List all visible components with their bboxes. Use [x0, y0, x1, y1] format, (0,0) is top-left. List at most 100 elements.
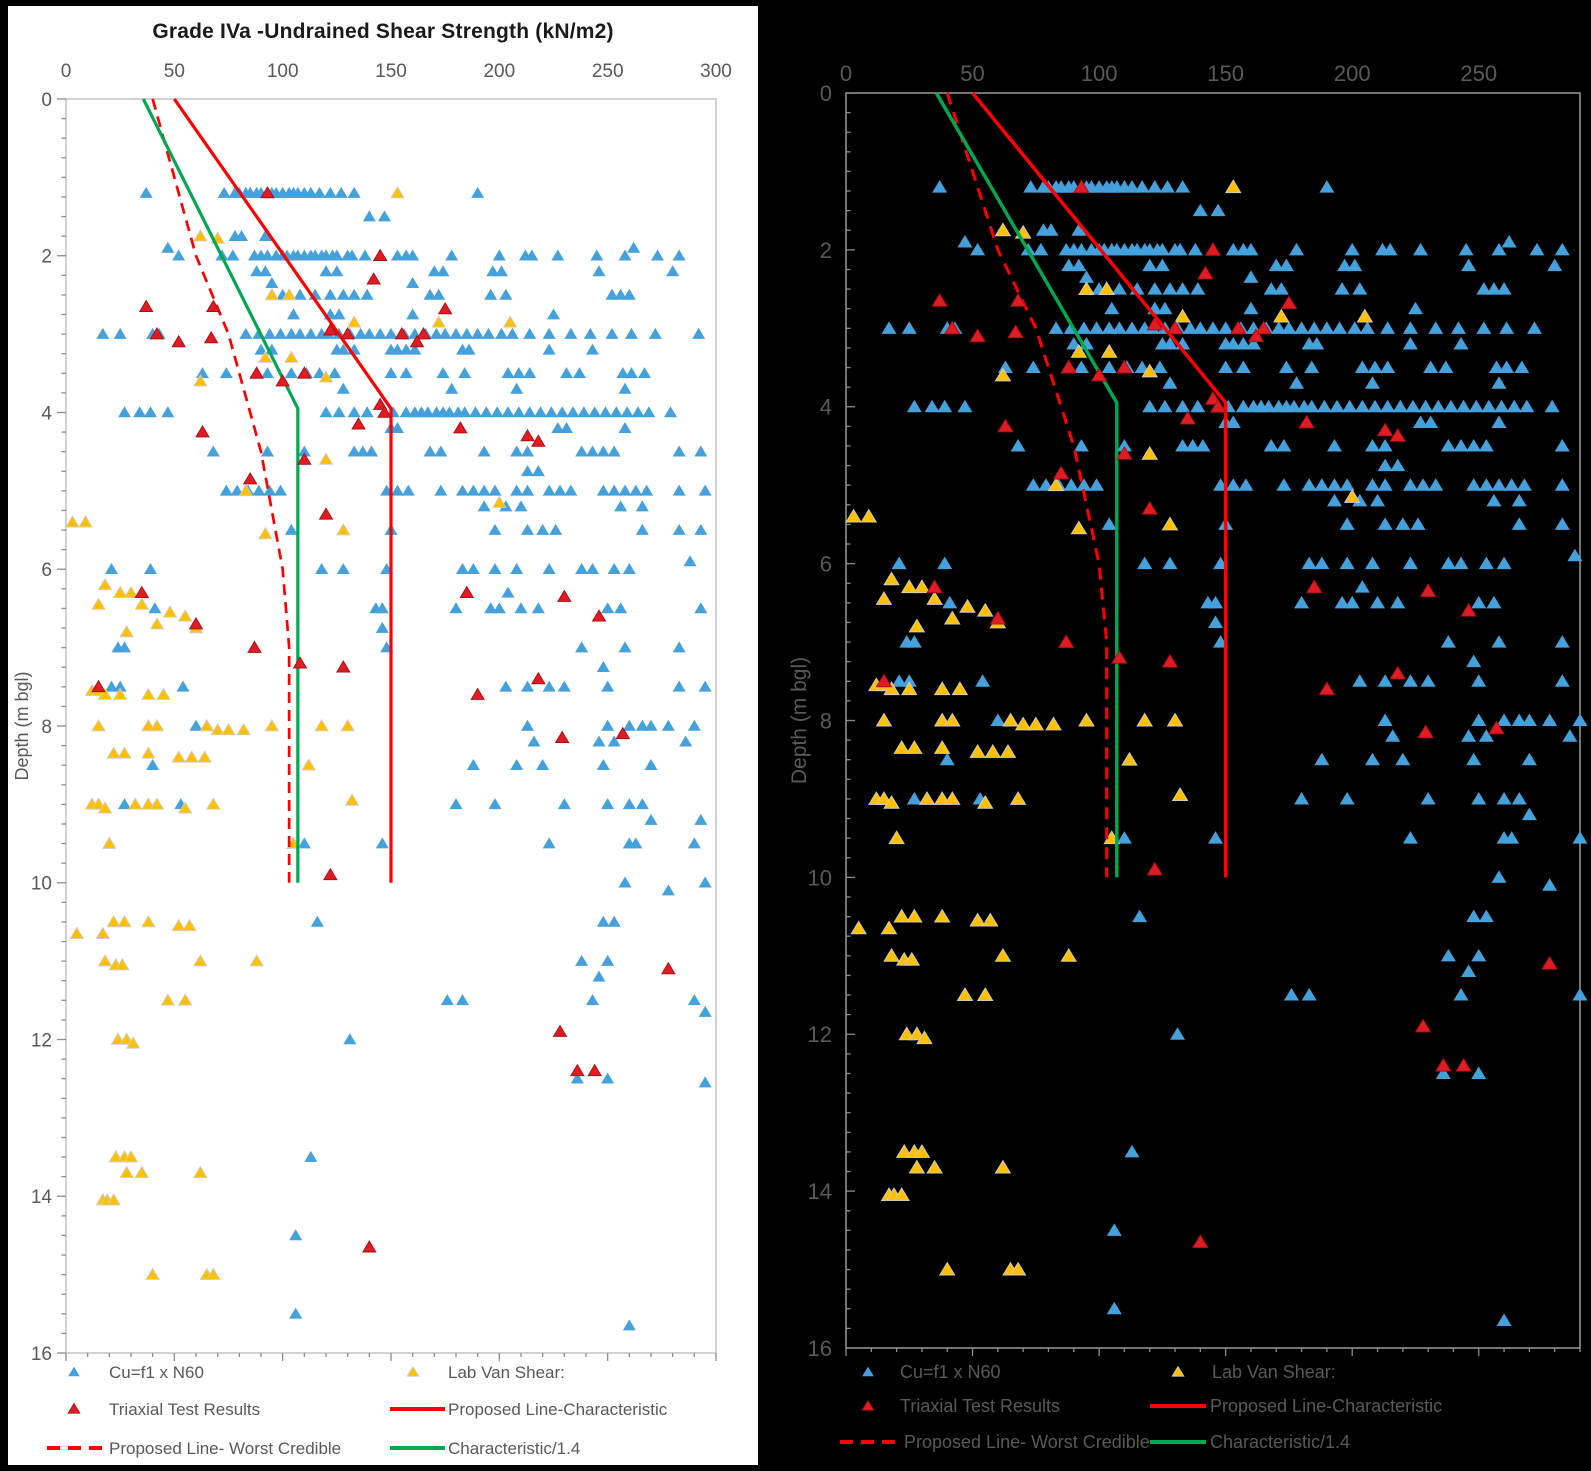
scatter-point: [635, 719, 649, 731]
scatter-point: [301, 758, 316, 771]
scatter-point: [975, 674, 991, 687]
scatter-point: [1458, 242, 1474, 256]
scatter-point: [297, 366, 312, 379]
scatter-point: [1344, 242, 1360, 256]
scatter-point: [263, 327, 277, 339]
scatter-point: [1410, 517, 1426, 530]
scatter-point: [310, 915, 324, 927]
scatter-point: [449, 327, 463, 339]
scatter-point: [614, 500, 628, 512]
scatter-point: [1453, 438, 1469, 452]
y-axis-tick-label: 16: [808, 1336, 832, 1361]
scatter-point: [1402, 337, 1418, 350]
scatter-point: [1136, 712, 1153, 727]
scatter-point: [939, 752, 955, 766]
scatter-point: [91, 718, 106, 732]
scatter-point: [1359, 321, 1375, 334]
scatter-point: [883, 794, 900, 809]
scatter-point: [1208, 595, 1224, 609]
scatter-point: [1111, 649, 1128, 664]
scatter-point: [230, 484, 244, 496]
scatter-point: [141, 746, 156, 759]
scatter-point: [1516, 478, 1532, 491]
scatter-point: [1554, 517, 1570, 530]
scatter-point: [1043, 223, 1059, 236]
scatter-point: [1187, 242, 1203, 256]
scatter-point: [1453, 556, 1469, 570]
scatter-point: [614, 602, 628, 614]
scatter-point: [521, 484, 534, 496]
scatter-point: [106, 1193, 121, 1206]
scatter-point: [319, 406, 333, 418]
scatter-point: [1456, 399, 1472, 413]
scatter-point: [297, 452, 312, 465]
scatter-point: [293, 288, 307, 300]
left-series-line-characteristic: [173, 98, 393, 883]
scatter-point: [601, 602, 615, 614]
scatter-point: [926, 591, 943, 605]
scatter-point: [1209, 398, 1227, 413]
scatter-point: [119, 624, 134, 638]
scatter-point: [443, 406, 456, 418]
scatter-point: [195, 425, 210, 438]
scatter-point: [293, 327, 307, 339]
scatter-point: [601, 719, 615, 731]
scatter-point: [698, 680, 712, 692]
left-y-axis-labels: 0 2 4 6 8 10 12 14 16: [31, 90, 53, 1365]
scatter-point: [1235, 337, 1251, 350]
scatter-point: [1154, 258, 1170, 272]
scatter-point: [510, 382, 524, 394]
scatter-point: [274, 327, 287, 339]
scatter-point: [906, 399, 922, 413]
scatter-point: [1494, 399, 1510, 413]
scatter-point: [250, 265, 264, 277]
x-axis-tick-label: 200: [1334, 61, 1371, 86]
scatter-point: [336, 563, 350, 575]
scatter-point: [512, 367, 526, 379]
scatter-point: [1506, 399, 1522, 413]
scatter-point: [1161, 653, 1179, 668]
x-axis-tick-label: 50: [164, 61, 185, 82]
x-axis-tick-label: 50: [960, 61, 984, 86]
scatter-point: [903, 951, 921, 966]
scatter-point: [605, 327, 619, 339]
scatter-point: [1377, 517, 1393, 530]
scatter-point: [1162, 337, 1178, 350]
scatter-point: [360, 406, 374, 418]
scatter-point: [1063, 478, 1079, 491]
scatter-point: [609, 406, 623, 418]
scatter-point: [1402, 478, 1418, 491]
scatter-point: [1415, 478, 1431, 491]
scatter-point: [683, 555, 697, 567]
scatter-point: [888, 830, 905, 845]
scatter-point: [644, 813, 658, 825]
scatter-point: [1339, 556, 1355, 570]
scatter-point: [586, 563, 599, 575]
y-axis-title: Depth (m bgl): [12, 671, 32, 780]
scatter-point: [1380, 321, 1396, 334]
scatter-point: [128, 797, 143, 810]
scatter-point: [1192, 203, 1208, 217]
scatter-point: [1170, 1027, 1186, 1040]
y-axis-tick-label: 2: [820, 238, 832, 263]
y-axis-tick-label: 4: [41, 403, 52, 424]
right-plot-area: [846, 93, 1580, 1348]
scatter-point: [687, 994, 701, 1006]
scatter-point: [440, 994, 454, 1006]
y-axis-tick-label: 12: [808, 1022, 832, 1047]
scatter-point: [1471, 595, 1487, 609]
scatter-point: [484, 288, 498, 300]
trend-line: [173, 98, 393, 883]
scatter-point: [687, 719, 701, 731]
scatter-point: [666, 265, 680, 277]
scatter-point: [1071, 258, 1087, 272]
scatter-point: [488, 798, 502, 810]
scatter-point: [1182, 321, 1198, 334]
scatter-point: [1076, 321, 1092, 334]
scatter-point: [570, 1063, 585, 1077]
scatter-point: [112, 687, 128, 700]
scatter-point: [258, 526, 273, 540]
scatter-point: [1419, 583, 1437, 598]
scatter-point: [551, 421, 565, 433]
scatter-point: [406, 308, 420, 320]
